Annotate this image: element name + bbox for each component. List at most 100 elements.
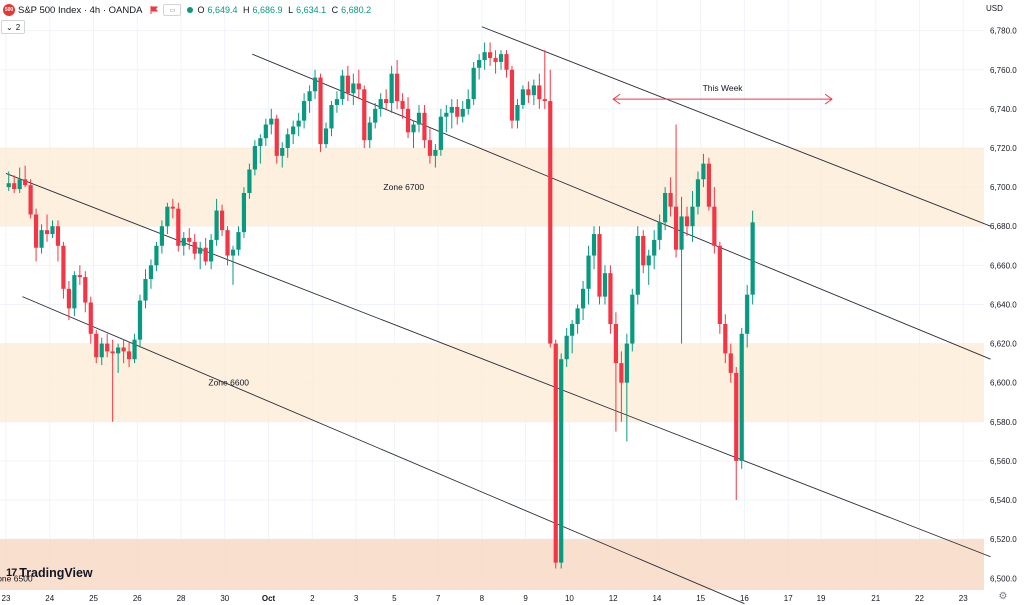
candle-body [717, 245, 722, 325]
candle-body [498, 54, 504, 62]
indicators-toggle[interactable]: ⌄ 2 [1, 20, 26, 34]
flag-icon[interactable] [150, 6, 159, 14]
candle-body [351, 83, 356, 94]
candle-body [433, 149, 438, 156]
price-tick-label: 6,520.0 [990, 535, 1017, 544]
time-tick-label: 25 [89, 594, 98, 603]
price-tick-label: 6,700.0 [990, 183, 1017, 192]
tradingview-mark-icon: 17 [6, 567, 17, 579]
candle-body [652, 239, 657, 256]
candle-body [329, 104, 334, 129]
symbol-title[interactable]: S&P 500 Index · 4h · OANDA [18, 4, 143, 16]
candle-body [728, 353, 733, 373]
trend-channel-lines[interactable] [5, 26, 991, 605]
candle-body [302, 101, 307, 121]
candle-body [466, 99, 471, 109]
time-tick-label: 8 [480, 594, 485, 603]
candle-body [477, 59, 482, 68]
time-tick-label: 22 [915, 594, 924, 603]
currency-button[interactable]: USD [986, 4, 1003, 13]
price-tick-label: 6,560.0 [990, 457, 1017, 466]
week-label: This Week [703, 83, 744, 93]
candle-body [668, 192, 673, 207]
time-tick-label: 24 [45, 594, 54, 603]
compare-icon[interactable]: ▭ [163, 4, 182, 16]
trendline [481, 26, 991, 227]
candle-body [312, 77, 318, 92]
settings-gear-icon[interactable]: ⚙ [998, 591, 1008, 602]
low-key: L [288, 5, 294, 15]
candle-body [575, 308, 580, 325]
price-tick-label: 6,620.0 [990, 340, 1017, 349]
candle-body [187, 237, 192, 242]
price-tick-label: 6,720.0 [990, 144, 1017, 153]
candle-body [624, 343, 629, 383]
candle-body [613, 324, 619, 364]
candle-body [597, 234, 602, 297]
candle-body [706, 163, 711, 207]
candle-body [148, 265, 154, 280]
candle-body [384, 99, 389, 104]
candle-body [274, 118, 279, 156]
price-tick-label: 6,660.0 [990, 261, 1017, 270]
time-tick-label: 28 [177, 594, 186, 603]
price-axis[interactable]: 6,500.0 6,520.0 6,540.0 6,560.0 6,580.0 6,600… [990, 27, 1017, 584]
time-tick-label: 2 [310, 594, 315, 603]
candle-body [635, 236, 640, 295]
candle-body [509, 69, 515, 121]
candle-body [121, 347, 126, 352]
candle-body [39, 230, 44, 248]
candle-body [116, 347, 121, 354]
candle-body [126, 351, 132, 360]
price-tick-label: 6,740.0 [990, 105, 1017, 114]
candle-body [630, 294, 635, 344]
candle-body [285, 134, 290, 148]
candle-body [105, 343, 110, 352]
zone-band [0, 343, 984, 422]
candle-body [548, 101, 553, 344]
candle-body [307, 91, 312, 102]
candle-body [33, 214, 39, 248]
candle-body [236, 232, 241, 250]
candle-body [734, 372, 739, 461]
candle-body [591, 234, 597, 256]
candlestick-series [6, 42, 755, 569]
candle-body [438, 116, 443, 150]
candle-body [61, 245, 66, 289]
candle-body [181, 237, 186, 246]
time-tick-label: 21 [871, 594, 880, 603]
candle-body [608, 273, 613, 325]
candle-body [701, 163, 706, 180]
high-value: 6,686.9 [252, 5, 283, 15]
time-axis[interactable]: 23 24 25 26 28 30 Oct 2 3 5 7 8 9 10 12 14 15 16 17 19 21 22 2… [2, 594, 969, 603]
price-tick-label: 6,760.0 [990, 66, 1017, 75]
candle-body [537, 85, 542, 100]
candle-body [23, 179, 28, 186]
candle-body [504, 54, 509, 70]
candle-body [50, 226, 55, 235]
candle-body [137, 300, 143, 340]
candle-body [203, 247, 208, 262]
candle-body [416, 112, 422, 125]
tradingview-logo[interactable]: 17 TradingView [6, 566, 93, 580]
time-tick-label: 26 [133, 594, 142, 603]
candle-body [619, 363, 624, 383]
support-resistance-zones: Zone 6700 Zone 6600 Zone 6500 [0, 147, 984, 590]
candle-body [99, 343, 104, 358]
time-tick-label: 16 [740, 594, 749, 603]
time-tick-label: 23 [959, 594, 968, 603]
candle-body [542, 99, 547, 102]
candle-body [94, 333, 99, 358]
close-key: C [331, 5, 339, 15]
candle-body [362, 89, 367, 141]
candle-body [460, 108, 465, 117]
candle-body [154, 245, 159, 266]
trendline [5, 172, 991, 558]
chevron-down-icon: ⌄ [6, 22, 13, 32]
candle-body [225, 230, 230, 256]
candle-body [159, 226, 164, 246]
time-tick-label: 9 [523, 594, 528, 603]
candle-body [422, 112, 427, 141]
time-tick-label: 17 [784, 594, 793, 603]
